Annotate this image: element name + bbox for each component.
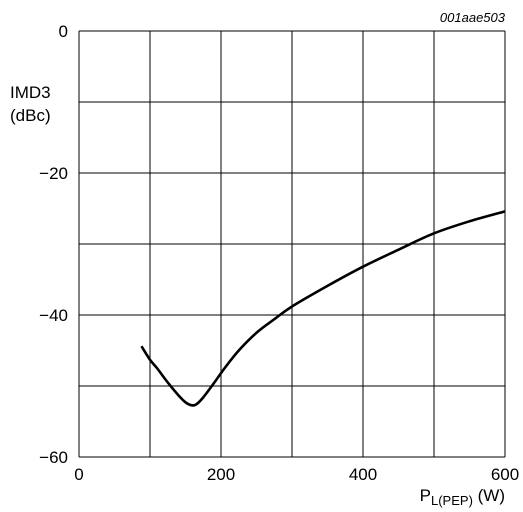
grid: [78, 30, 506, 458]
x-axis-label-main: P: [420, 486, 431, 505]
y-tick-label: −60: [39, 448, 68, 467]
x-axis-label: PL(PEP) (W): [420, 486, 505, 508]
y-axis-label-line1: IMD3: [10, 83, 51, 102]
series-line-0: [140, 210, 506, 407]
series: [140, 210, 506, 407]
x-axis-label-unit: (W): [473, 486, 505, 505]
y-tick-label: −20: [39, 164, 68, 183]
x-axis-label-subscript: L(PEP): [431, 493, 473, 508]
x-tick-label: 0: [74, 465, 83, 484]
tick-labels: 0 −20 −40 −60 0 200 400 600: [39, 22, 519, 484]
x-tick-label: 600: [491, 465, 519, 484]
figure-reference: 001aae503: [440, 10, 506, 25]
x-tick-label: 200: [207, 465, 235, 484]
y-tick-label: 0: [59, 22, 68, 41]
x-tick-label: 400: [349, 465, 377, 484]
y-tick-label: −40: [39, 306, 68, 325]
y-axis-label-line2: (dBc): [10, 106, 51, 125]
